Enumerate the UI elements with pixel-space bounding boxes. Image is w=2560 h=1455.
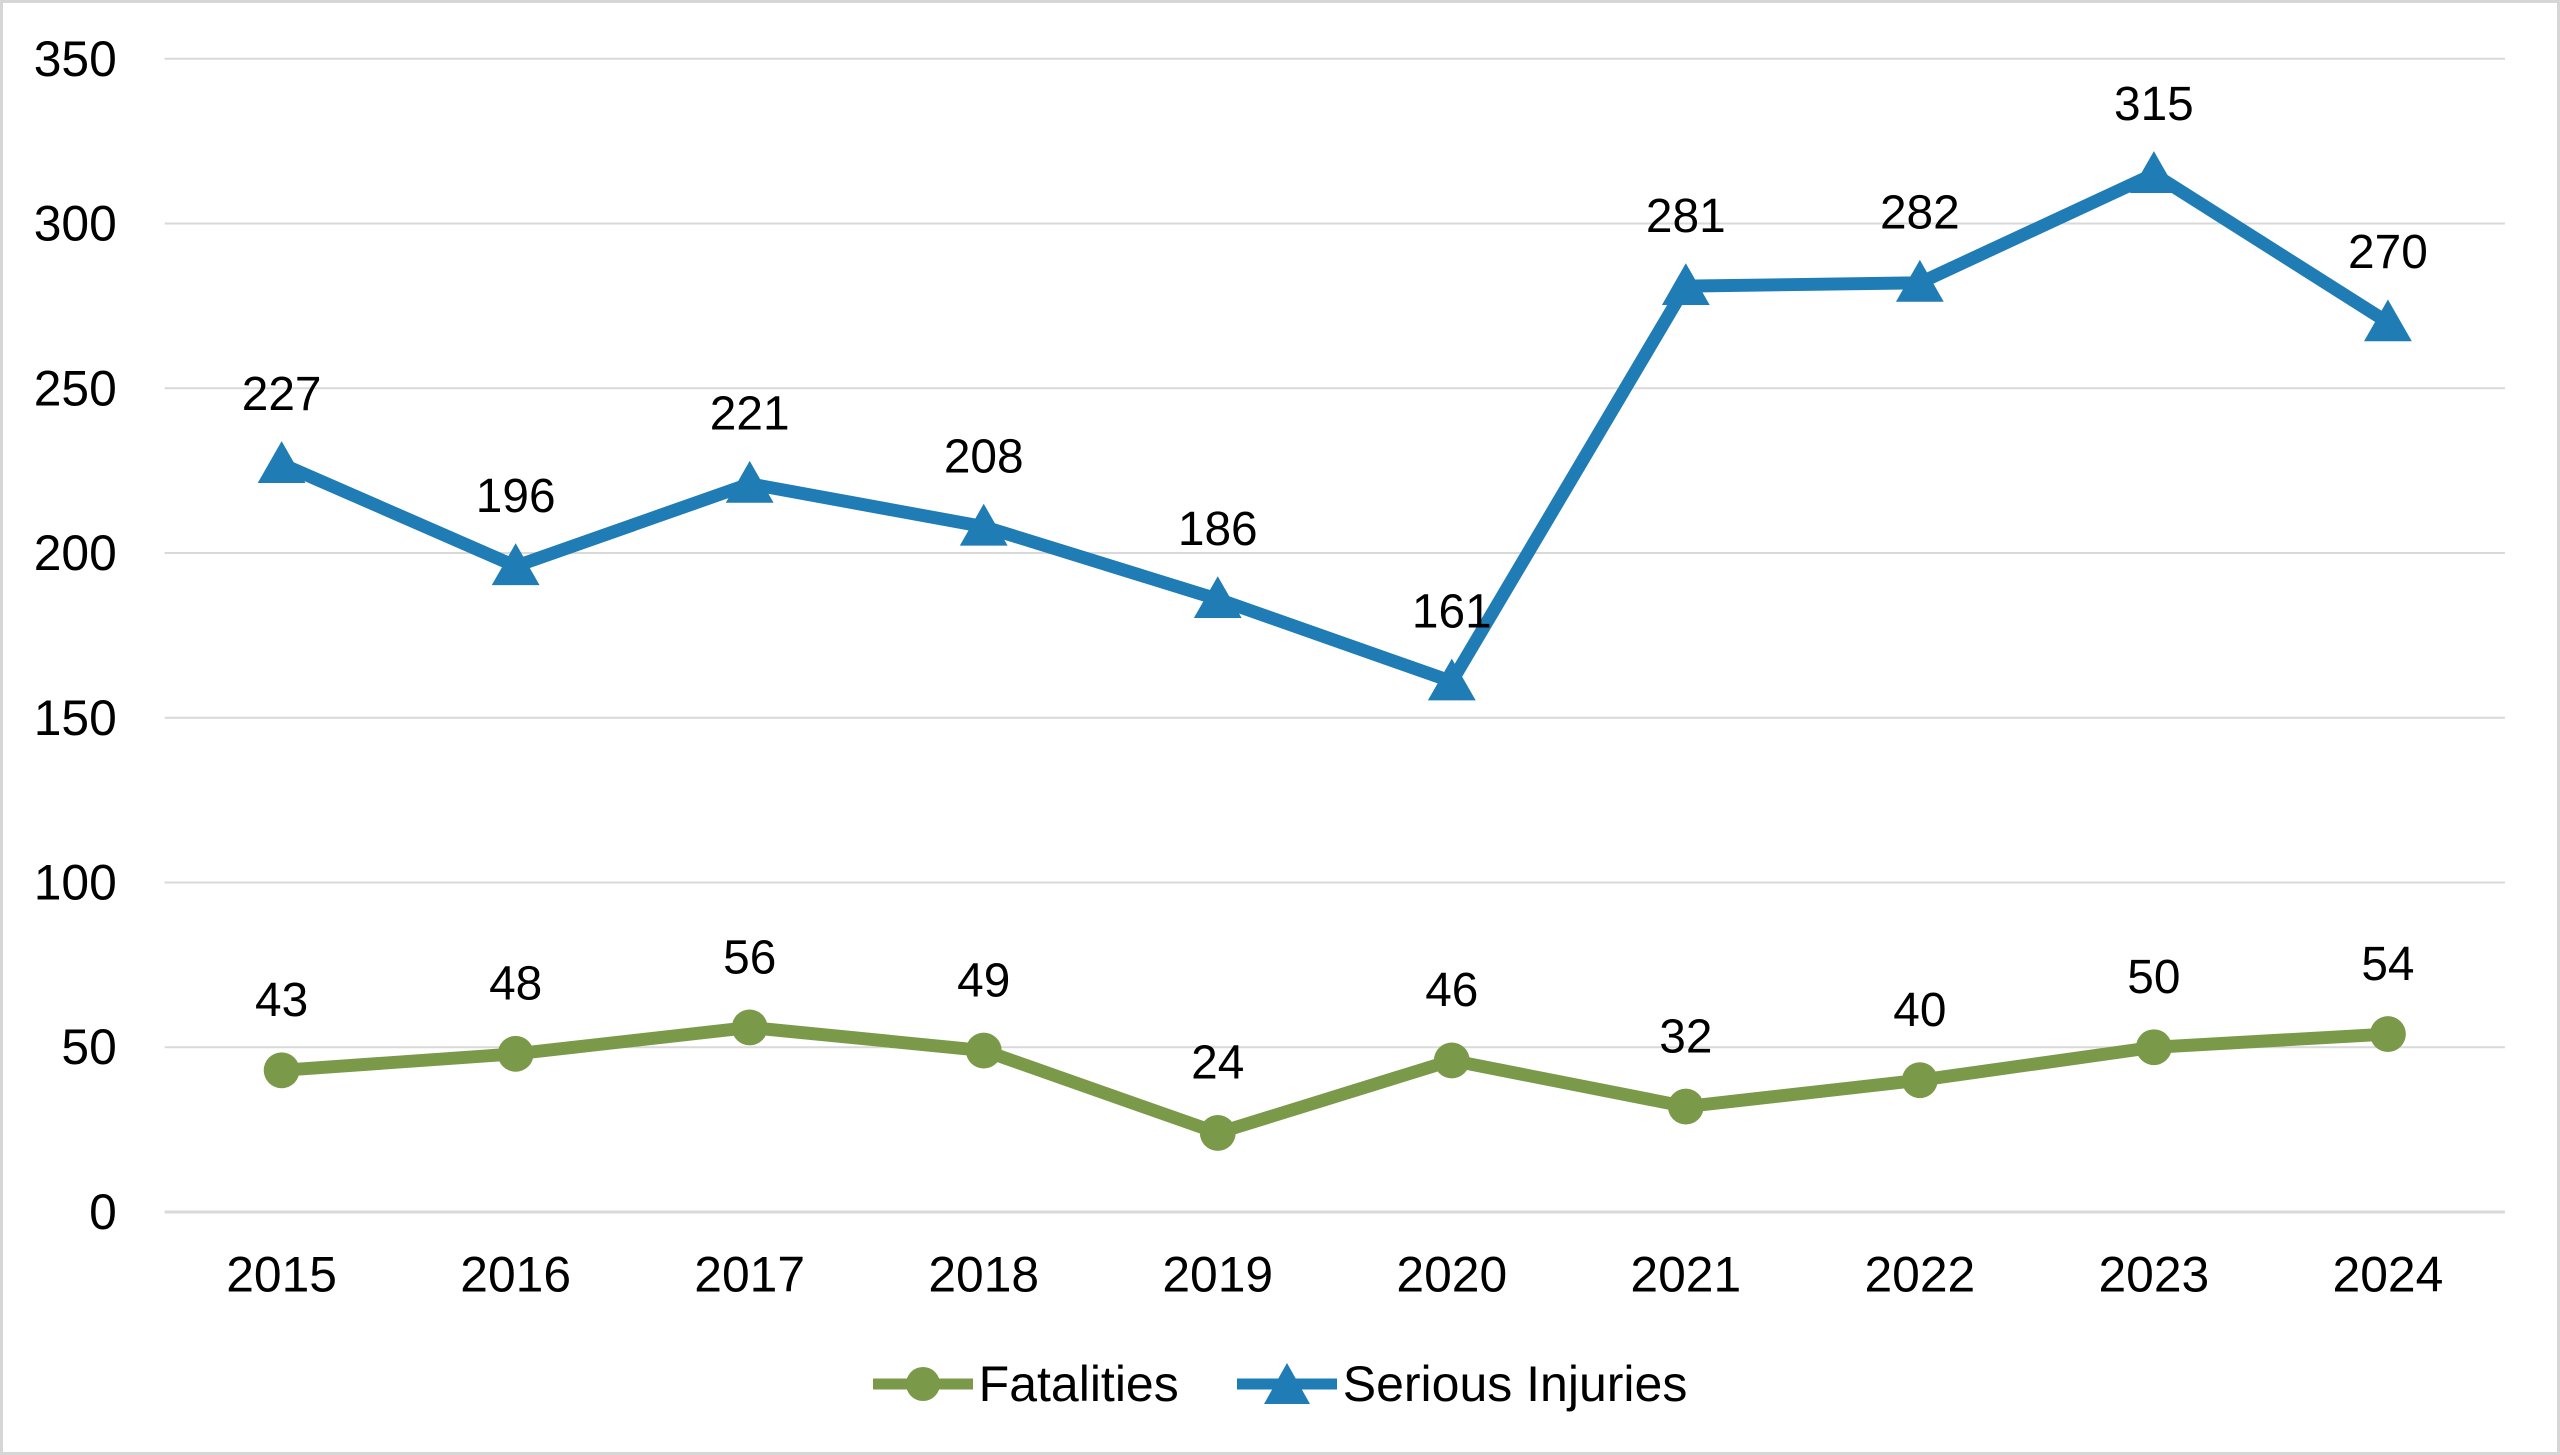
data-point-marker xyxy=(257,441,306,483)
data-point-marker xyxy=(965,1032,1002,1069)
data-point-marker xyxy=(2369,1016,2406,1052)
data-point-marker xyxy=(1193,576,1242,619)
data-point-marker xyxy=(1427,658,1476,701)
data-label: 270 xyxy=(2348,226,2428,279)
x-axis-tick-label: 2024 xyxy=(2333,1247,2444,1303)
y-axis-tick-label: 350 xyxy=(34,31,117,87)
data-point-marker xyxy=(1661,263,1710,306)
y-axis-tick-label: 150 xyxy=(34,690,117,746)
data-point-marker xyxy=(263,1052,300,1089)
data-point-marker xyxy=(2129,151,2178,194)
data-point-marker xyxy=(1901,1062,1938,1099)
legend-item-fatalities: Fatalities xyxy=(872,1355,1179,1413)
y-axis-tick-label: 100 xyxy=(34,855,117,911)
data-label: 282 xyxy=(1880,187,1960,240)
data-point-marker xyxy=(1667,1088,1704,1125)
data-label: 46 xyxy=(1425,964,1478,1017)
data-label: 50 xyxy=(2127,951,2180,1004)
x-axis-tick-label: 2022 xyxy=(1864,1247,1975,1303)
data-label: 227 xyxy=(242,368,322,421)
data-point-marker xyxy=(1895,259,1944,302)
data-point-marker xyxy=(497,1035,534,1072)
y-axis-tick-label: 0 xyxy=(89,1184,117,1240)
chart-legend: Fatalities Serious Injuries xyxy=(3,1355,2557,1413)
x-axis-tick-label: 2023 xyxy=(2099,1247,2210,1303)
data-label: 208 xyxy=(944,430,1024,483)
x-axis-tick-label: 2018 xyxy=(928,1247,1039,1303)
data-point-marker xyxy=(1433,1042,1470,1079)
x-axis-tick-label: 2015 xyxy=(226,1247,337,1303)
y-axis-tick-label: 50 xyxy=(61,1019,116,1075)
y-axis-tick-label: 200 xyxy=(34,525,117,581)
line-chart-plot: 0 50 100 150 200 250 300 350 2015 2016 2017 2018 201… xyxy=(34,31,2505,1303)
fatalities-line-circle-icon xyxy=(872,1367,973,1401)
data-label: 43 xyxy=(255,974,308,1027)
data-label: 221 xyxy=(710,388,790,441)
data-label: 196 xyxy=(476,470,556,523)
legend-label-serious-injuries: Serious Injuries xyxy=(1342,1356,1688,1412)
data-point-marker xyxy=(731,1009,768,1046)
legend-label-fatalities: Fatalities xyxy=(978,1356,1179,1412)
data-label: 49 xyxy=(957,954,1010,1007)
x-axis-tick-label: 2020 xyxy=(1396,1247,1507,1303)
x-axis-tick-label: 2017 xyxy=(694,1247,805,1303)
y-axis-tick-label: 250 xyxy=(34,360,117,416)
data-label: 32 xyxy=(1659,1010,1712,1063)
x-axis-tick-label: 2016 xyxy=(460,1247,571,1303)
legend-item-serious-injuries: Serious Injuries xyxy=(1236,1355,1688,1413)
data-label: 161 xyxy=(1412,585,1492,638)
series-line-fatalities xyxy=(275,1021,2395,1140)
x-axis-tick-label: 2021 xyxy=(1630,1247,1741,1303)
data-label: 24 xyxy=(1191,1037,1244,1090)
serious-injuries-line-triangle-icon xyxy=(1236,1363,1337,1404)
data-point-marker xyxy=(959,503,1008,546)
series-line-serious-injuries xyxy=(275,167,2395,688)
y-axis-tick-label: 300 xyxy=(34,196,117,252)
x-axis-tick-label: 2019 xyxy=(1162,1247,1273,1303)
data-label: 56 xyxy=(723,931,776,984)
data-label: 186 xyxy=(1178,503,1258,556)
data-point-marker xyxy=(725,460,774,503)
data-label: 48 xyxy=(489,958,542,1011)
data-point-marker xyxy=(2135,1029,2172,1066)
data-point-marker xyxy=(1199,1114,1236,1151)
data-label: 315 xyxy=(2114,78,2194,131)
data-point-marker xyxy=(2364,299,2412,342)
data-point-marker xyxy=(491,543,540,586)
data-label: 40 xyxy=(1893,984,1946,1037)
data-label: 281 xyxy=(1646,190,1726,243)
data-label: 54 xyxy=(2361,938,2414,991)
